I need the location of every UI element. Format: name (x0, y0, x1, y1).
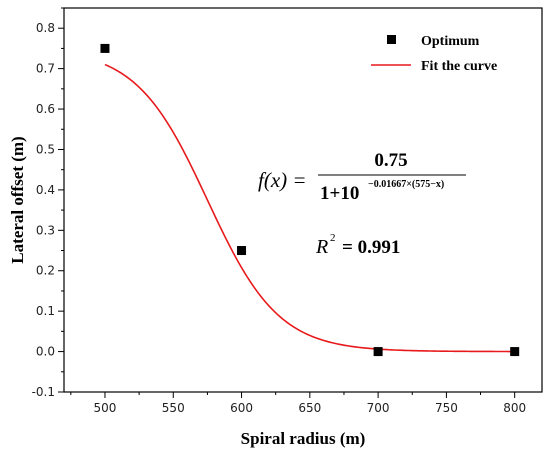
data-point-optimum (373, 347, 383, 357)
x-tick-label: 500 (94, 401, 117, 415)
equation-exponent: −0.01667×(575−x) (368, 179, 444, 190)
y-tick-label: 0.3 (36, 223, 55, 237)
tick-layer: 500 550 600 650 700 750 800 -0.1 0.0 0.1 0.2 0.3 0.4… (32, 7, 526, 415)
r2-superscript: 2 (330, 232, 336, 244)
equation-denominator: 1+10 (320, 183, 359, 204)
x-tick-label: 700 (367, 401, 390, 415)
x-tick-label: 600 (230, 401, 253, 415)
legend-marker-optimum (387, 35, 396, 44)
fit-layer (104, 63, 515, 353)
x-tick-label: 800 (503, 401, 526, 415)
points-layer (100, 43, 520, 357)
y-tick-label: 0.5 (36, 142, 55, 156)
y-tick-label: 0.2 (36, 264, 55, 278)
data-point-optimum (100, 43, 110, 53)
data-point-optimum (237, 246, 247, 256)
x-tick-label: 650 (298, 401, 321, 415)
plot-frame (63, 7, 543, 393)
y-axis-title: Lateral offset (m) (8, 136, 27, 263)
y-tick-label: 0.6 (36, 102, 55, 116)
legend: Optimum Fit the curve (371, 34, 497, 74)
legend-label-optimum: Optimum (421, 34, 480, 49)
r2-symbol: R (315, 236, 328, 258)
r2-value: = 0.991 (342, 237, 400, 258)
y-tick-label: 0.1 (36, 304, 55, 318)
equation-numerator: 0.75 (374, 150, 407, 171)
y-tick-label: 0.7 (36, 62, 55, 76)
y-tick-label: 0.0 (36, 345, 55, 359)
legend-label-fit: Fit the curve (421, 59, 497, 74)
fit-curve (104, 63, 515, 353)
y-tick-label: -0.1 (32, 385, 55, 399)
data-point-optimum (510, 347, 520, 357)
equation-lhs: f(x) = (258, 168, 307, 192)
y-tick-label: 0.4 (36, 183, 55, 197)
fit-equation: f(x) = 0.75 1+10 −0.01667×(575−x) R 2 = … (258, 150, 466, 258)
x-tick-label: 750 (435, 401, 458, 415)
x-tick-label: 550 (162, 401, 185, 415)
x-axis-title: Spiral radius (m) (241, 429, 366, 448)
y-tick-label: 0.8 (36, 21, 55, 35)
